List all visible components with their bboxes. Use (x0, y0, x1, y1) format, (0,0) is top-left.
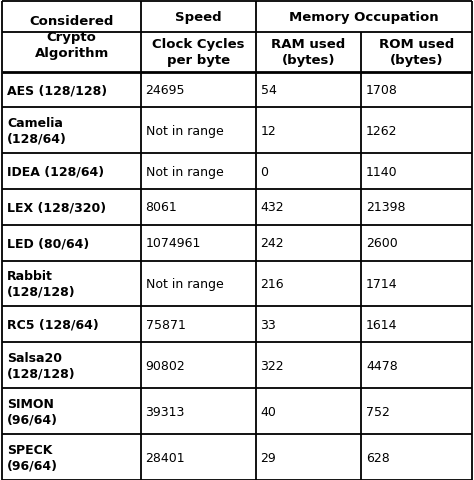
Text: Salsa20
(128/128): Salsa20 (128/128) (7, 351, 76, 380)
Text: Memory Occupation: Memory Occupation (289, 11, 438, 24)
Text: Not in range: Not in range (146, 125, 223, 138)
Text: Considered
Crypto
Algorithm: Considered Crypto Algorithm (29, 15, 114, 60)
Text: 21398: 21398 (366, 201, 406, 214)
Text: 39313: 39313 (146, 405, 185, 418)
Text: 75871: 75871 (146, 318, 185, 331)
Text: 54: 54 (261, 84, 276, 97)
Text: 322: 322 (261, 359, 284, 372)
Text: 12: 12 (261, 125, 276, 138)
Text: 8061: 8061 (146, 201, 177, 214)
Text: Rabbit
(128/128): Rabbit (128/128) (7, 269, 76, 299)
Text: Speed: Speed (175, 11, 222, 24)
Text: 628: 628 (366, 451, 390, 464)
Text: 432: 432 (261, 201, 284, 214)
Text: AES (128/128): AES (128/128) (7, 84, 107, 97)
Text: Clock Cycles
per byte: Clock Cycles per byte (152, 38, 245, 67)
Text: Not in range: Not in range (146, 277, 223, 290)
Text: 90802: 90802 (146, 359, 185, 372)
Text: 28401: 28401 (146, 451, 185, 464)
Text: 752: 752 (366, 405, 390, 418)
Text: SIMON
(96/64): SIMON (96/64) (7, 397, 58, 426)
Text: 1708: 1708 (366, 84, 398, 97)
Text: Not in range: Not in range (146, 166, 223, 179)
Text: 1714: 1714 (366, 277, 398, 290)
Text: RAM used
(bytes): RAM used (bytes) (272, 38, 346, 67)
Text: 0: 0 (261, 166, 268, 179)
Text: RC5 (128/64): RC5 (128/64) (7, 318, 99, 331)
Text: 1262: 1262 (366, 125, 398, 138)
Text: 216: 216 (261, 277, 284, 290)
Text: 29: 29 (261, 451, 276, 464)
Text: SPECK
(96/64): SPECK (96/64) (7, 443, 58, 471)
Text: 33: 33 (261, 318, 276, 331)
Text: 2600: 2600 (366, 237, 398, 250)
Text: IDEA (128/64): IDEA (128/64) (7, 166, 104, 179)
Text: 1074961: 1074961 (146, 237, 201, 250)
Text: LED (80/64): LED (80/64) (7, 237, 90, 250)
Text: 1140: 1140 (366, 166, 398, 179)
Text: Camelia
(128/64): Camelia (128/64) (7, 117, 67, 145)
Text: 242: 242 (261, 237, 284, 250)
Text: 40: 40 (261, 405, 276, 418)
Text: 24695: 24695 (146, 84, 185, 97)
Text: 4478: 4478 (366, 359, 398, 372)
Text: ROM used
(bytes): ROM used (bytes) (379, 38, 454, 67)
Text: LEX (128/320): LEX (128/320) (7, 201, 106, 214)
Text: 1614: 1614 (366, 318, 398, 331)
